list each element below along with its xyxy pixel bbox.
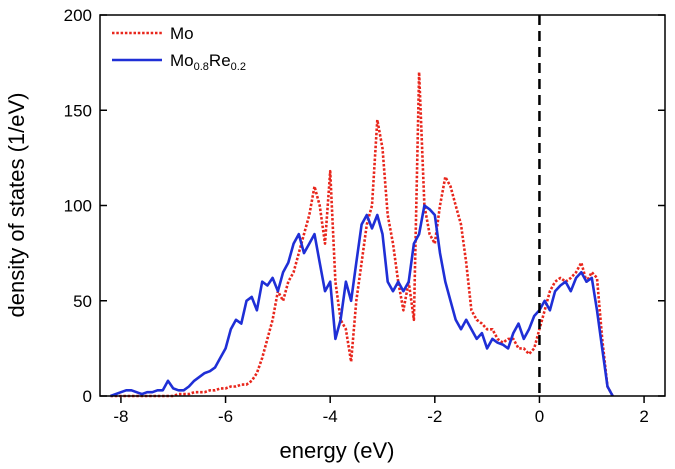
plot-frame — [99, 14, 666, 397]
legend-label: Mo — [170, 24, 194, 43]
series-line — [110, 70, 614, 398]
y-tick-label: 50 — [73, 292, 92, 311]
y-tick-label: 100 — [64, 197, 92, 216]
x-tick-label: 0 — [535, 407, 544, 426]
x-tick-label: 2 — [639, 407, 648, 426]
y-axis-label: density of states (1/eV) — [4, 93, 29, 318]
text-part: Mo — [170, 51, 194, 70]
series-line — [110, 204, 614, 398]
y-tick-label: 150 — [64, 101, 92, 120]
subscript: 0.8 — [194, 61, 209, 73]
x-tick-label: -2 — [427, 407, 442, 426]
x-tick-label: -6 — [218, 407, 233, 426]
x-tick-label: -8 — [113, 407, 128, 426]
y-tick-label: 0 — [83, 387, 92, 406]
legend-label: Mo0.8Re0.2 — [170, 51, 246, 73]
x-tick-label: -4 — [323, 407, 338, 426]
y-tick-label: 200 — [64, 6, 92, 25]
x-axis-label: energy (eV) — [280, 438, 395, 463]
subscript: 0.2 — [231, 61, 246, 73]
text-part: Re — [209, 51, 231, 70]
text-part: Mo — [170, 24, 194, 43]
